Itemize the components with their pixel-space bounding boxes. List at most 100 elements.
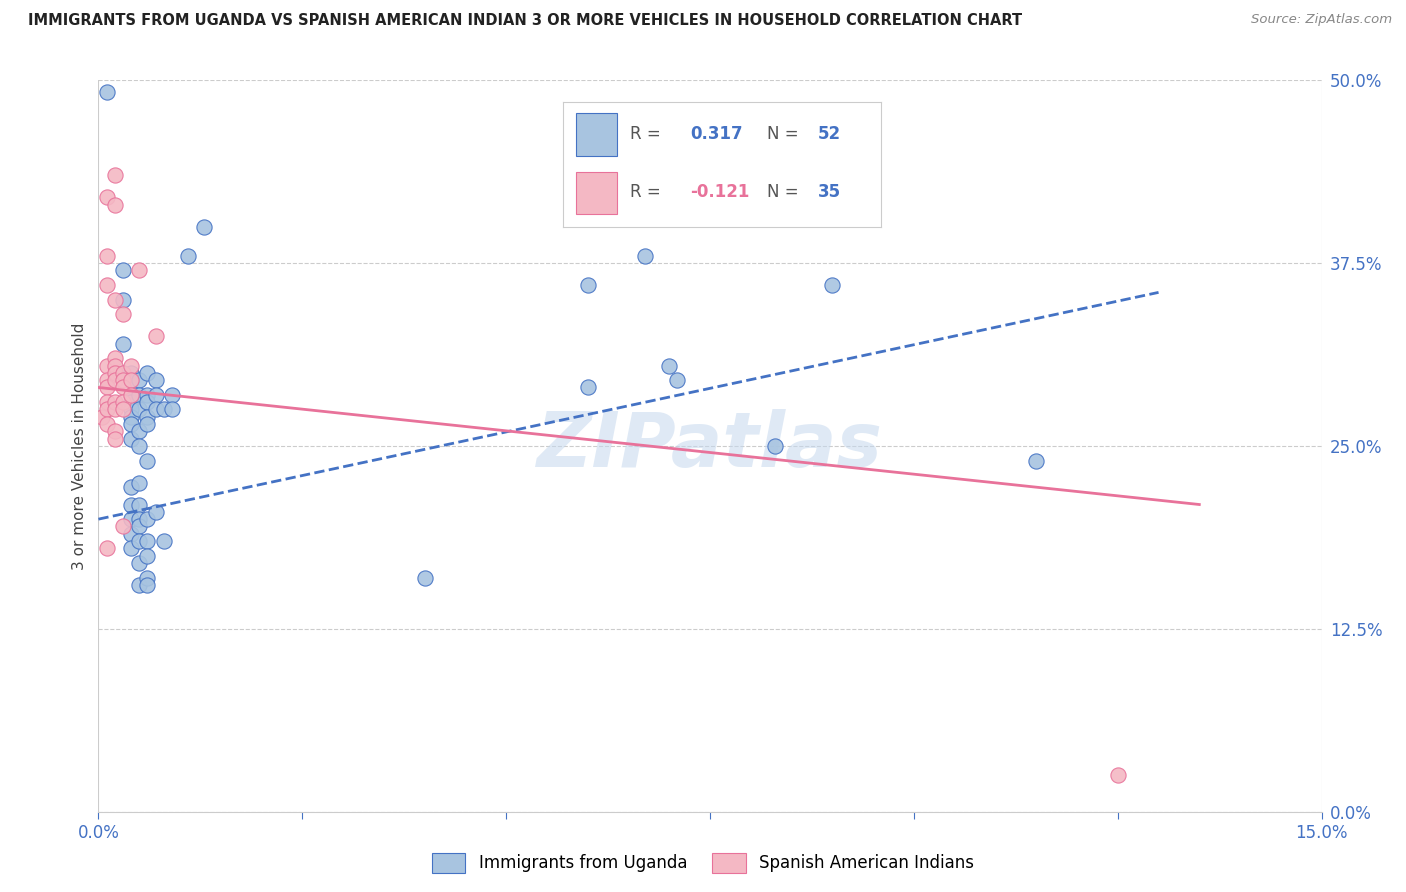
Point [104, 373, 127, 387]
Point [96, 359, 118, 373]
Point [1107, 768, 1129, 782]
Point [160, 402, 183, 417]
Point [634, 249, 657, 263]
Point [152, 534, 174, 549]
Point [136, 395, 159, 409]
Point [177, 249, 200, 263]
Point [128, 578, 150, 592]
Point [104, 402, 127, 417]
Point [111, 263, 134, 277]
Legend: Immigrants from Uganda, Spanish American Indians: Immigrants from Uganda, Spanish American… [426, 847, 980, 880]
Point [96, 190, 118, 204]
Point [576, 380, 599, 394]
Point [658, 359, 681, 373]
Point [104, 197, 127, 211]
Point [120, 512, 142, 526]
Point [96, 402, 118, 417]
Point [120, 541, 142, 556]
Point [821, 278, 844, 293]
Point [136, 578, 159, 592]
Point [111, 366, 134, 380]
Point [128, 498, 150, 512]
Point [96, 380, 118, 394]
Point [120, 373, 142, 387]
Point [136, 409, 159, 424]
Point [120, 388, 142, 402]
Point [128, 388, 150, 402]
Point [120, 395, 142, 409]
Point [111, 307, 134, 321]
Point [1025, 453, 1047, 467]
Point [111, 519, 134, 533]
Point [120, 409, 142, 424]
Point [91, 409, 114, 424]
Point [96, 85, 118, 99]
Point [128, 512, 150, 526]
Point [136, 453, 159, 467]
Y-axis label: 3 or more Vehicles in Household: 3 or more Vehicles in Household [72, 322, 87, 570]
Point [104, 366, 127, 380]
Point [96, 395, 118, 409]
Point [96, 417, 118, 431]
Point [145, 329, 167, 343]
Point [104, 432, 127, 446]
Point [120, 359, 142, 373]
Point [96, 249, 118, 263]
Point [120, 526, 142, 541]
Point [96, 373, 118, 387]
Point [96, 541, 118, 556]
Point [136, 571, 159, 585]
Point [145, 373, 167, 387]
Point [111, 366, 134, 380]
Point [128, 534, 150, 549]
Point [136, 534, 159, 549]
Point [104, 293, 127, 307]
Point [104, 169, 127, 183]
Text: IMMIGRANTS FROM UGANDA VS SPANISH AMERICAN INDIAN 3 OR MORE VEHICLES IN HOUSEHOL: IMMIGRANTS FROM UGANDA VS SPANISH AMERIC… [28, 13, 1022, 29]
Point [763, 439, 786, 453]
Point [111, 373, 134, 387]
Point [120, 480, 142, 494]
Point [128, 373, 150, 387]
Point [96, 278, 118, 293]
Point [120, 373, 142, 387]
Point [152, 402, 174, 417]
Point [120, 388, 142, 402]
Text: Source: ZipAtlas.com: Source: ZipAtlas.com [1251, 13, 1392, 27]
Point [128, 425, 150, 439]
Point [145, 402, 167, 417]
Point [111, 380, 134, 394]
Text: ZIPatlas: ZIPatlas [537, 409, 883, 483]
Point [128, 402, 150, 417]
Point [136, 512, 159, 526]
Point [120, 366, 142, 380]
Point [128, 556, 150, 570]
Point [136, 417, 159, 431]
Point [576, 278, 599, 293]
Point [120, 402, 142, 417]
Point [120, 432, 142, 446]
Point [111, 293, 134, 307]
Point [145, 388, 167, 402]
Point [160, 388, 183, 402]
Point [136, 388, 159, 402]
Point [136, 549, 159, 563]
Point [128, 439, 150, 453]
Point [193, 219, 215, 234]
Point [104, 351, 127, 366]
Point [104, 359, 127, 373]
Point [413, 571, 436, 585]
Point [104, 395, 127, 409]
Point [111, 402, 134, 417]
Point [128, 519, 150, 533]
Point [145, 505, 167, 519]
Point [104, 425, 127, 439]
Point [128, 475, 150, 490]
Point [111, 395, 134, 409]
Point [136, 366, 159, 380]
Point [120, 498, 142, 512]
Point [120, 417, 142, 431]
Point [111, 336, 134, 351]
Point [666, 373, 689, 387]
Point [128, 263, 150, 277]
